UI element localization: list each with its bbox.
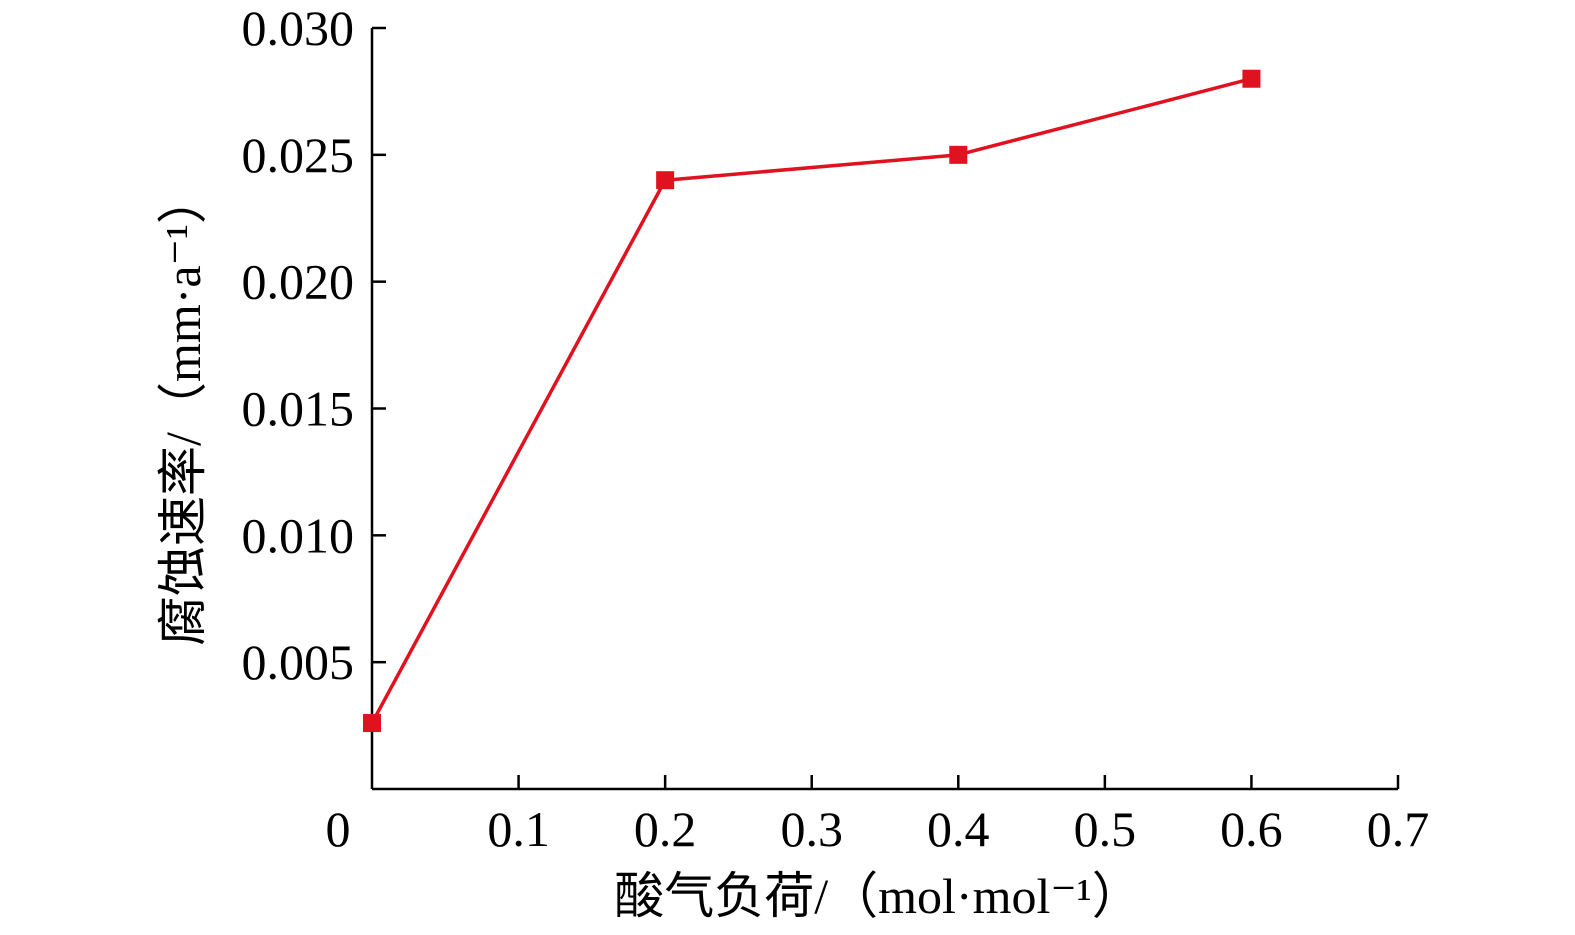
data-point-marker — [949, 145, 968, 164]
y-tick-label: 0.025 — [242, 127, 355, 183]
y-axis-label: 腐蚀速率/（mm·a⁻¹） — [155, 174, 211, 646]
data-point-marker — [656, 171, 675, 190]
y-tick-label: 0.010 — [242, 507, 355, 563]
y-tick-label: 0.005 — [242, 634, 355, 690]
x-tick-label: 0.4 — [927, 801, 990, 857]
x-tick-label: 0 — [326, 801, 351, 857]
x-tick-label: 0.5 — [1074, 801, 1137, 857]
series-layer — [363, 69, 1261, 733]
data-point-marker — [363, 714, 381, 733]
data-point-marker — [1242, 69, 1261, 88]
x-tick-label: 0.7 — [1367, 801, 1430, 857]
series-line — [370, 77, 1252, 724]
x-tick-label: 0.6 — [1220, 801, 1283, 857]
y-tick-label: 0.015 — [242, 381, 355, 437]
x-axis-label: 酸气负荷/（mol·mol⁻¹） — [614, 868, 1142, 924]
x-tick-label: 0.2 — [634, 801, 697, 857]
y-tick-label: 0.030 — [242, 0, 355, 56]
x-tick-label: 0.1 — [487, 801, 550, 857]
y-tick-label: 0.020 — [242, 254, 355, 310]
x-tick-label: 0.3 — [780, 801, 843, 857]
axes — [370, 26, 1400, 791]
tick-labels: 0 0.1 0.2 0.3 0.4 0.5 0.6 0.7 0.005 0.010 0.015 0.0… — [242, 0, 1430, 857]
